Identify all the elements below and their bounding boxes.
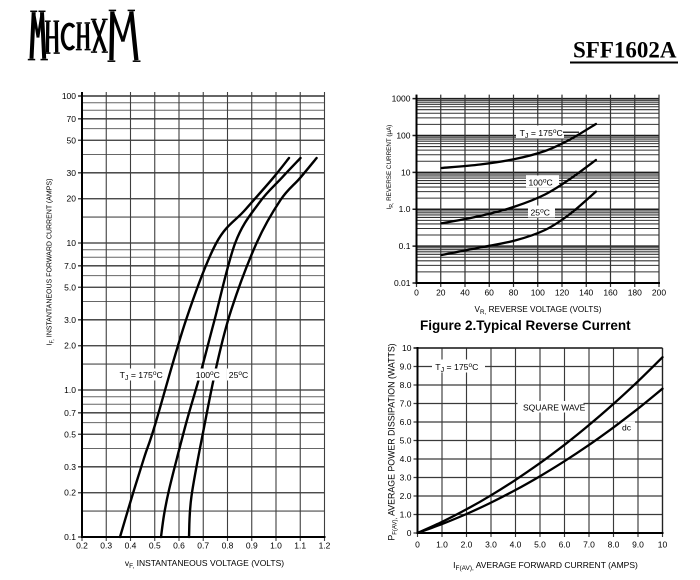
svg-text:IF, INSTANTANEOUS FORWARD CURR: IF, INSTANTANEOUS FORWARD CURRENT (AMPS)	[47, 179, 56, 346]
svg-text:70: 70	[67, 114, 77, 124]
svg-text:120: 120	[555, 288, 569, 298]
svg-text:0.7: 0.7	[64, 408, 76, 418]
svg-text:4.0: 4.0	[400, 454, 412, 464]
svg-text:0: 0	[414, 288, 419, 298]
svg-text:40: 40	[460, 288, 470, 298]
svg-text:60: 60	[484, 288, 494, 298]
svg-text:2.0: 2.0	[64, 341, 76, 351]
svg-text:vF, INSTANTANEOUS VOLTAGE (VOL: vF, INSTANTANEOUS VOLTAGE (VOLTS)	[125, 558, 284, 570]
svg-text:100oC: 100oC	[196, 370, 220, 380]
svg-text:50: 50	[67, 135, 77, 145]
svg-text:6.0: 6.0	[400, 417, 412, 427]
svg-text:160: 160	[603, 288, 617, 298]
svg-text:7.0: 7.0	[400, 399, 412, 409]
svg-text:5.0: 5.0	[534, 540, 546, 550]
svg-text:PF(AV), AVERAGE POWER DISSIPAT: PF(AV), AVERAGE POWER DISSIPATION (WATTS…	[387, 343, 399, 540]
svg-text:SQUARE WAVE: SQUARE WAVE	[523, 403, 586, 413]
svg-text:2.0: 2.0	[400, 491, 412, 501]
svg-text:10: 10	[401, 167, 411, 177]
svg-text:180: 180	[628, 288, 642, 298]
svg-text:1000: 1000	[392, 94, 411, 104]
svg-text:30: 30	[67, 168, 77, 178]
svg-text:1.0: 1.0	[270, 541, 282, 551]
svg-text:20: 20	[67, 194, 77, 204]
svg-text:0.2: 0.2	[64, 488, 76, 498]
svg-text:20: 20	[436, 288, 446, 298]
svg-text:8.0: 8.0	[608, 540, 620, 550]
svg-text:0.3: 0.3	[100, 541, 112, 551]
svg-text:3.0: 3.0	[485, 540, 497, 550]
svg-text:Figure 2.Typical Reverse Cur: Figure 2.Typical Reverse Current	[420, 318, 631, 333]
svg-text:100: 100	[62, 91, 76, 101]
svg-text:0.3: 0.3	[64, 462, 76, 472]
svg-text:80: 80	[509, 288, 519, 298]
svg-text:7.0: 7.0	[64, 261, 76, 271]
svg-text:7.0: 7.0	[583, 540, 595, 550]
svg-text:2.0: 2.0	[461, 540, 473, 550]
svg-text:200: 200	[652, 288, 666, 298]
svg-text:0.9: 0.9	[246, 541, 258, 551]
svg-text:6.0: 6.0	[559, 540, 571, 550]
svg-text:10: 10	[658, 540, 668, 550]
svg-text:0.7: 0.7	[197, 541, 209, 551]
svg-text:1.0: 1.0	[436, 540, 448, 550]
svg-text:8.0: 8.0	[400, 380, 412, 390]
svg-text:SFF1602A: SFF1602A	[573, 38, 677, 63]
svg-text:9.0: 9.0	[632, 540, 644, 550]
svg-text:0.5: 0.5	[64, 429, 76, 439]
svg-text:0.1: 0.1	[399, 241, 411, 251]
svg-text:0.5: 0.5	[149, 541, 161, 551]
svg-text:1.0: 1.0	[64, 385, 76, 395]
svg-text:100: 100	[396, 131, 410, 141]
svg-text:0.4: 0.4	[125, 541, 137, 551]
svg-text:3.0: 3.0	[64, 315, 76, 325]
svg-text:10: 10	[402, 343, 412, 353]
svg-text:0.1: 0.1	[64, 532, 76, 542]
svg-text:IF(AV), AVERAGE FORWARD CURREN: IF(AV), AVERAGE FORWARD CURRENT (AMPS)	[453, 560, 638, 572]
svg-text:0.8: 0.8	[222, 541, 234, 551]
svg-text:5.0: 5.0	[64, 282, 76, 292]
svg-text:10: 10	[67, 238, 77, 248]
svg-text:0: 0	[407, 528, 412, 538]
svg-text:100oC: 100oC	[529, 178, 553, 188]
svg-text:4.0: 4.0	[510, 540, 522, 550]
svg-text:1.0: 1.0	[400, 510, 412, 520]
svg-text:IR, REVERSE CURRENT (μA): IR, REVERSE CURRENT (μA)	[386, 125, 395, 210]
svg-text:1.2: 1.2	[319, 541, 331, 551]
svg-text:1.0: 1.0	[399, 204, 411, 214]
svg-text:dc: dc	[622, 423, 632, 433]
svg-text:5.0: 5.0	[400, 436, 412, 446]
svg-text:3.0: 3.0	[400, 473, 412, 483]
svg-text:9.0: 9.0	[400, 362, 412, 372]
svg-text:100: 100	[531, 288, 545, 298]
svg-text:0.6: 0.6	[173, 541, 185, 551]
svg-text:0: 0	[415, 540, 420, 550]
svg-text:140: 140	[579, 288, 593, 298]
svg-text:VR, REVERSE VOLTAGE (VOLTS): VR, REVERSE VOLTAGE (VOLTS)	[475, 305, 602, 316]
svg-text:0.01: 0.01	[394, 278, 411, 288]
svg-text:0.2: 0.2	[76, 541, 88, 551]
svg-text:1.1: 1.1	[294, 541, 306, 551]
